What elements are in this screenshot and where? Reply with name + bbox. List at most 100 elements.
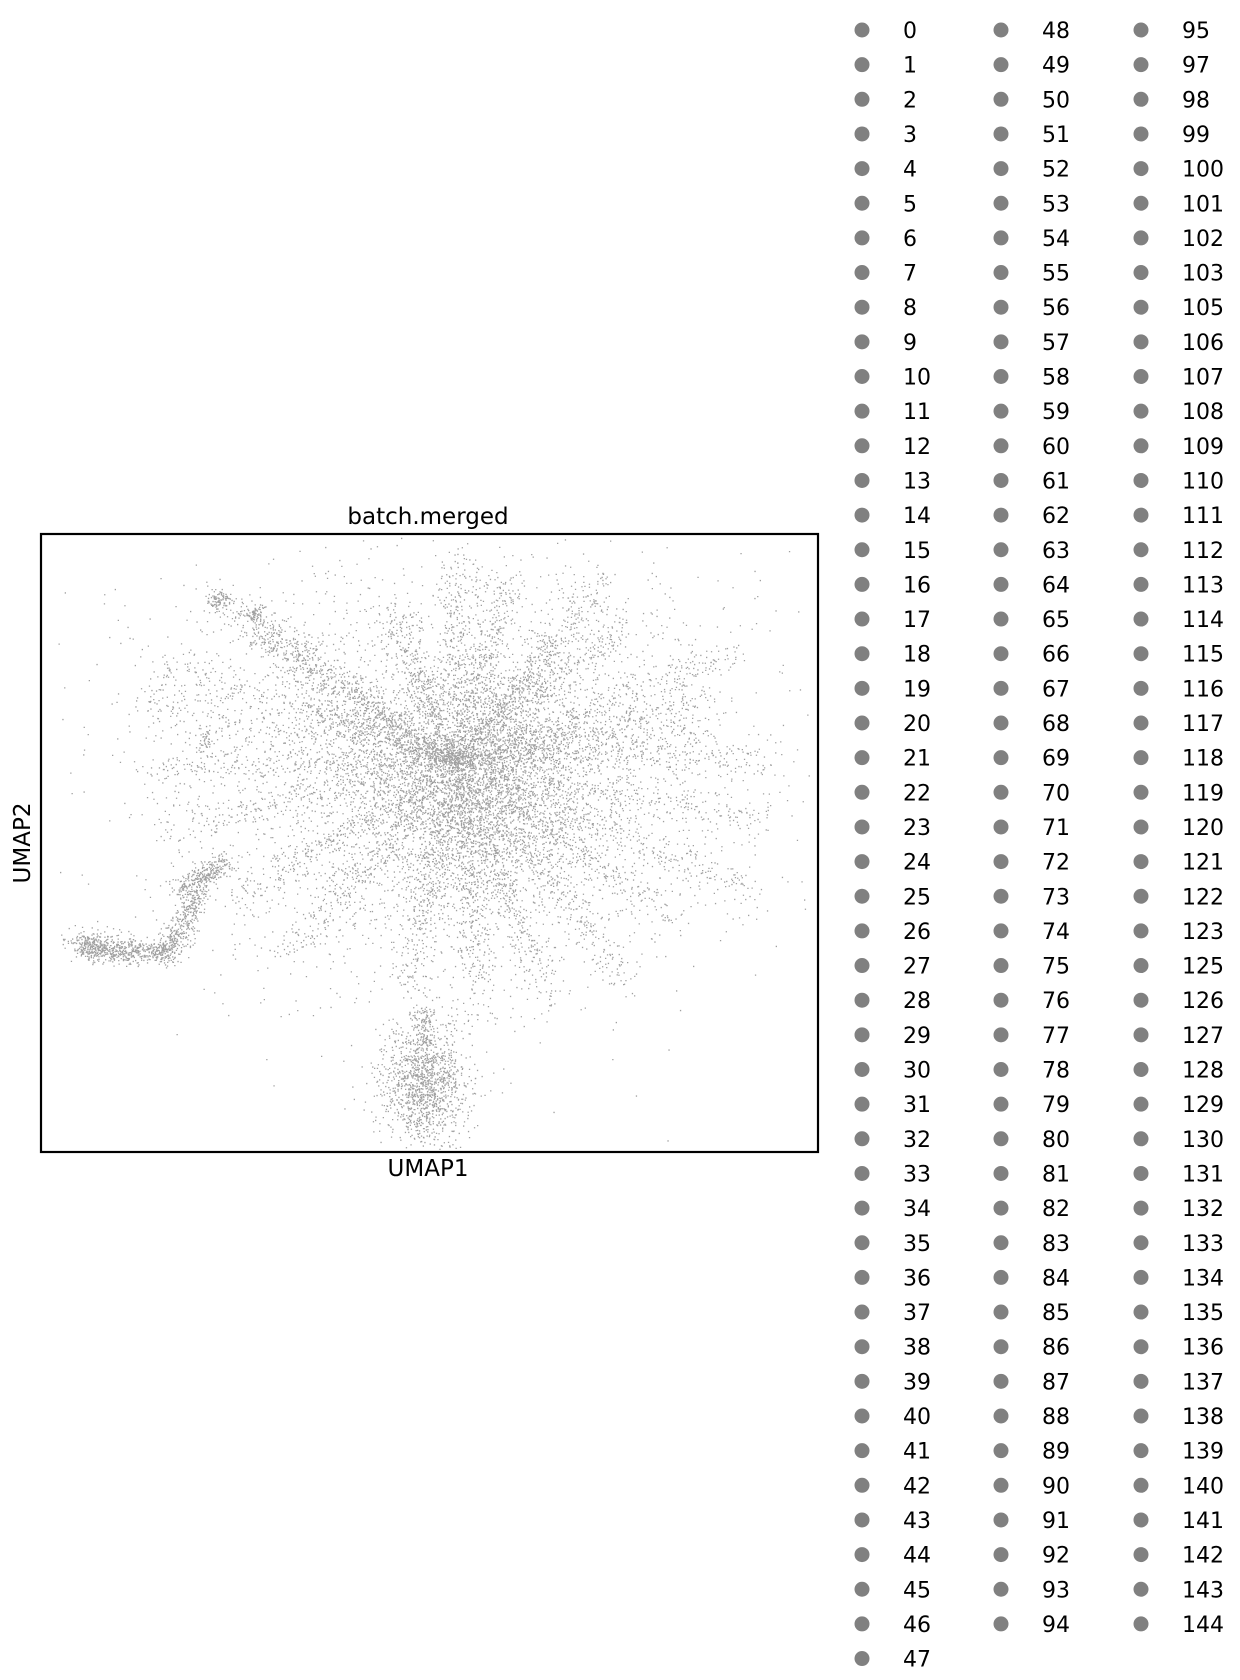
legend-label: 33: [903, 1162, 931, 1187]
legend-label: 87: [1042, 1370, 1070, 1395]
legend-marker: [1133, 1477, 1149, 1493]
legend-label: 139: [1182, 1440, 1224, 1465]
legend-label: 38: [903, 1336, 931, 1361]
legend-marker: [1133, 161, 1149, 177]
legend-marker: [1133, 1269, 1149, 1285]
legend-label: 36: [903, 1266, 931, 1291]
legend-marker: [1133, 992, 1149, 1008]
legend-marker: [1133, 230, 1149, 246]
legend-marker: [993, 1443, 1009, 1459]
legend-label: 48: [1042, 19, 1070, 44]
legend-marker: [993, 299, 1009, 315]
legend-marker: [1133, 334, 1149, 350]
legend-label: 129: [1182, 1093, 1224, 1118]
legend-label: 88: [1042, 1405, 1070, 1430]
legend-marker: [854, 750, 870, 766]
legend-label: 95: [1182, 19, 1210, 44]
legend-label: 51: [1042, 123, 1070, 148]
legend-label: 62: [1042, 504, 1070, 529]
legend-marker: [854, 576, 870, 592]
legend-marker: [993, 646, 1009, 662]
legend-marker: [1133, 784, 1149, 800]
legend-label: 40: [903, 1405, 931, 1430]
legend-label: 123: [1182, 920, 1224, 945]
legend-label: 42: [903, 1474, 931, 1499]
legend-marker: [854, 1477, 870, 1493]
legend-label: 113: [1182, 573, 1224, 598]
legend-label: 35: [903, 1232, 931, 1257]
legend-label: 115: [1182, 643, 1224, 668]
legend-marker: [1133, 576, 1149, 592]
legend-label: 80: [1042, 1128, 1070, 1153]
legend-marker: [1133, 1131, 1149, 1147]
legend-marker: [1133, 1512, 1149, 1528]
legend-label: 25: [903, 885, 931, 910]
legend-label: 20: [903, 712, 931, 737]
legend-label: 78: [1042, 1059, 1070, 1084]
legend-marker: [1133, 715, 1149, 731]
legend-marker: [993, 334, 1009, 350]
legend-label: 79: [1042, 1093, 1070, 1118]
legend-label: 89: [1042, 1440, 1070, 1465]
legend-marker: [854, 611, 870, 627]
scatter-points: [58, 537, 810, 1150]
legend-label: 18: [903, 643, 931, 668]
legend-label: 44: [903, 1544, 931, 1569]
legend-label: 58: [1042, 366, 1070, 391]
legend-label: 132: [1182, 1197, 1224, 1222]
legend-label: 77: [1042, 1024, 1070, 1049]
legend-label: 28: [903, 989, 931, 1014]
legend-label: 144: [1182, 1613, 1224, 1638]
legend-marker: [993, 369, 1009, 384]
legend-marker: [993, 57, 1009, 73]
legend-label: 126: [1182, 989, 1224, 1014]
legend-label: 37: [903, 1301, 931, 1326]
legend-label: 90: [1042, 1474, 1070, 1499]
legend-marker: [854, 680, 870, 696]
legend-label: 45: [903, 1578, 931, 1603]
legend-marker: [854, 1131, 870, 1147]
legend-label: 84: [1042, 1266, 1070, 1291]
legend-marker: [854, 1616, 870, 1632]
legend: 0123456789101112131415161718192021222324…: [854, 19, 1224, 1673]
legend-label: 143: [1182, 1578, 1224, 1603]
legend-label: 9: [903, 331, 917, 356]
legend-label: 19: [903, 677, 931, 702]
legend-marker: [1133, 1547, 1149, 1563]
legend-label: 111: [1182, 504, 1224, 529]
legend-marker: [993, 542, 1009, 558]
legend-label: 30: [903, 1059, 931, 1084]
legend-label: 94: [1042, 1613, 1070, 1638]
legend-label: 34: [903, 1197, 931, 1222]
legend-marker: [1133, 1616, 1149, 1632]
legend-marker: [854, 992, 870, 1008]
legend-marker: [854, 784, 870, 800]
legend-marker: [854, 1581, 870, 1597]
legend-label: 66: [1042, 643, 1070, 668]
legend-label: 6: [903, 227, 917, 252]
legend-marker: [993, 923, 1009, 939]
legend-marker: [993, 1269, 1009, 1285]
legend-marker: [854, 888, 870, 904]
legend-label: 125: [1182, 955, 1224, 980]
legend-marker: [993, 992, 1009, 1008]
legend-marker: [854, 958, 870, 974]
legend-label: 23: [903, 816, 931, 841]
legend-label: 32: [903, 1128, 931, 1153]
legend-label: 100: [1182, 158, 1224, 183]
legend-marker: [854, 438, 870, 454]
legend-label: 105: [1182, 296, 1224, 321]
legend-marker: [993, 161, 1009, 177]
legend-marker: [854, 1027, 870, 1043]
legend-label: 114: [1182, 608, 1224, 633]
legend-marker: [854, 646, 870, 662]
legend-marker: [993, 1235, 1009, 1251]
legend-marker: [854, 854, 870, 870]
legend-label: 41: [903, 1440, 931, 1465]
legend-label: 57: [1042, 331, 1070, 356]
legend-label: 11: [903, 400, 931, 425]
legend-marker: [1133, 438, 1149, 454]
legend-label: 138: [1182, 1405, 1224, 1430]
legend-label: 107: [1182, 366, 1224, 391]
legend-label: 13: [903, 469, 931, 494]
